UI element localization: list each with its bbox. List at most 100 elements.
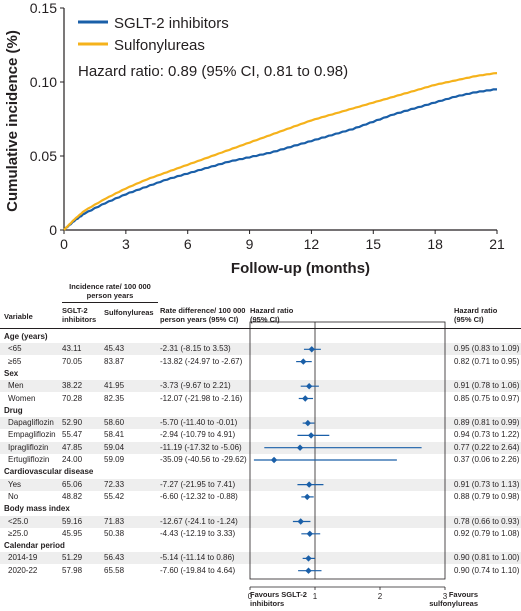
group-label: Calendar period [4, 541, 65, 551]
rate-difference: -12.07 (-21.98 to -2.16) [160, 393, 243, 403]
forest-plot-table: Incidence rate/ 100 000 person years Var… [0, 282, 521, 611]
point-estimate [308, 346, 315, 353]
forest-x-tick-label: 2 [378, 592, 383, 601]
sulfonylurea-rate: 41.95 [104, 381, 125, 391]
x-tick-label: 21 [489, 236, 505, 252]
forest-x-tick-label: 3 [443, 592, 448, 601]
sulfonylurea-rate: 45.43 [104, 344, 125, 354]
table-row: No 48.82 55.42 -6.60 (-12.32 to -0.88) 0.88 … [0, 490, 521, 503]
sulfonylurea-rate: 83.87 [104, 356, 125, 366]
incidence-group-header: Incidence rate/ 100 000 person years [69, 282, 151, 300]
forest-plot-graphic: 0 1 2 3 [248, 321, 448, 601]
header-variable: Variable [4, 312, 33, 321]
row-label: Ipragliflozin [8, 442, 49, 452]
y-axis-title: Cumulative incidence (%) [4, 30, 21, 212]
sulfonylurea-rate: 59.09 [104, 455, 125, 464]
legend-label-0: SGLT-2 inhibitors [114, 15, 229, 32]
favours-sulfonylureas-label: Favours sulfonylureas [429, 590, 478, 608]
rate-difference: -3.73 (-9.67 to 2.21) [160, 381, 231, 391]
point-estimate [296, 444, 304, 451]
group-header-row: Sex [0, 367, 521, 380]
x-tick-label: 18 [427, 236, 443, 252]
hazard-ratio-text: 0.77 (0.22 to 2.64) [454, 442, 520, 452]
point-estimate [307, 432, 315, 439]
legend-label-1: Sulfonylureas [114, 37, 205, 54]
forest-x-tick-label: 1 [313, 592, 318, 601]
group-label: Sex [4, 368, 19, 378]
sglt2-rate: 47.85 [62, 442, 83, 452]
group-header-underline [62, 302, 158, 303]
header-sulfonylureas: Sulfonylureas [104, 308, 154, 317]
rate-difference: -2.31 (-8.15 to 3.53) [160, 344, 231, 354]
favours-sglt2-label: Favours SGLT-2 inhibitors [250, 590, 307, 608]
table-row: Empagliflozin 55.47 58.41 -2.94 (-10.79 to … [0, 429, 521, 442]
table-row: 2014-19 51.29 56.43 -5.14 (-11.14 to 0.86) 0… [0, 552, 521, 565]
rate-difference: -4.43 (-12.19 to 3.33) [160, 528, 236, 538]
hazard-ratio-text: 0.37 (0.06 to 2.26) [454, 455, 520, 464]
row-label: 2020-22 [8, 565, 38, 575]
x-tick-label: 9 [246, 236, 254, 252]
row-label: <25.0 [8, 516, 29, 526]
sglt2-rate: 51.29 [62, 553, 83, 563]
sglt2-rate: 43.11 [62, 344, 82, 354]
rate-difference: -5.70 (-11.40 to -0.01) [160, 418, 238, 428]
rate-difference: -13.82 (-24.97 to -2.67) [160, 356, 243, 366]
table-row: Men 38.22 41.95 -3.73 (-9.67 to 2.21) 0.91 (… [0, 380, 521, 393]
table-row: ≥25.0 45.95 50.38 -4.43 (-12.19 to 3.33) 0.9… [0, 527, 521, 540]
group-header-row: Drug [0, 404, 521, 417]
hazard-ratio-text: 0.78 (0.66 to 0.93) [454, 516, 520, 526]
sglt2-rate: 55.47 [62, 430, 83, 440]
sglt2-rate: 70.28 [62, 393, 83, 403]
x-tick-label: 15 [365, 236, 381, 252]
hazard-ratio-text: 0.89 (0.81 to 0.99) [454, 418, 520, 428]
row-label: No [8, 491, 19, 501]
rate-difference: -11.19 (-17.32 to -5.06) [160, 442, 242, 452]
row-label: <65 [8, 344, 22, 354]
rate-difference: -5.14 (-11.14 to 0.86) [160, 553, 235, 563]
row-label: ≥25.0 [8, 528, 28, 538]
sglt2-rate: 57.98 [62, 565, 83, 575]
group-label: Body mass index [4, 504, 70, 514]
sulfonylurea-rate: 55.42 [104, 491, 125, 501]
sglt2-rate: 70.05 [62, 356, 83, 366]
x-tick-label: 3 [122, 236, 130, 252]
rate-difference: -35.09 (-40.56 to -29.62) [160, 455, 247, 464]
table-row: Women 70.28 82.35 -12.07 (-21.98 to -2.16) 0… [0, 392, 521, 405]
rate-difference: -12.67 (-24.1 to -1.24) [160, 516, 238, 526]
point-estimate [304, 419, 312, 427]
rate-difference: -2.94 (-10.79 to 4.91) [160, 430, 236, 440]
group-label: Age (years) [4, 332, 48, 341]
y-tick-label: 0.15 [30, 0, 57, 16]
rate-difference: -7.27 (-21.95 to 7.41) [160, 479, 236, 489]
hazard-ratio-text: 0.94 (0.73 to 1.22) [454, 430, 520, 440]
sglt2-rate: 59.16 [62, 516, 83, 526]
header-hr-plot: Hazard ratio (95% CI) [250, 306, 294, 324]
hazard-ratio-text: 0.92 (0.79 to 1.08) [454, 528, 520, 538]
hazard-ratio-text: 0.85 (0.75 to 0.97) [454, 393, 520, 403]
group-header-row: Age (years) [0, 331, 521, 343]
table-row: 2020-22 57.98 65.58 -7.60 (-19.84 to 4.64) 0… [0, 564, 521, 577]
hazard-ratio-text: 0.95 (0.83 to 1.09) [454, 344, 520, 354]
sulfonylurea-rate: 59.04 [104, 442, 125, 452]
sglt2-rate: 52.90 [62, 418, 83, 428]
sulfonylurea-rate: 58.60 [104, 418, 125, 428]
header-hr-text: Hazard ratio (95% CI) [454, 306, 498, 324]
forest-x-tick-label: 0 [248, 592, 253, 601]
sulfonylurea-rate: 65.58 [104, 565, 125, 575]
forest-plot-frame [249, 321, 446, 580]
header-rate-difference: Rate difference/ 100 000 person years (9… [160, 306, 246, 324]
rate-difference: -6.60 (-12.32 to -0.88) [160, 491, 238, 501]
x-tick-label: 0 [60, 236, 68, 252]
hazard-ratio-text: 0.91 (0.78 to 1.06) [454, 381, 520, 391]
row-label: 2014-19 [8, 553, 38, 563]
row-label: Dapagliflozin [8, 418, 54, 428]
point-estimate [297, 518, 304, 525]
sglt2-rate: 48.82 [62, 491, 83, 501]
group-label: Cardiovascular disease [4, 467, 94, 477]
group-header-row: Calendar period [0, 540, 521, 553]
table-row: Ipragliflozin 47.85 59.04 -11.19 (-17.32 to… [0, 441, 521, 454]
table-row: ≥65 70.05 83.87 -13.82 (-24.97 to -2.67) 0.8… [0, 355, 521, 368]
point-estimate [305, 555, 312, 562]
sglt2-rate: 24.00 [62, 455, 83, 464]
hazard-ratio-text: 0.90 (0.81 to 1.00) [454, 553, 520, 563]
